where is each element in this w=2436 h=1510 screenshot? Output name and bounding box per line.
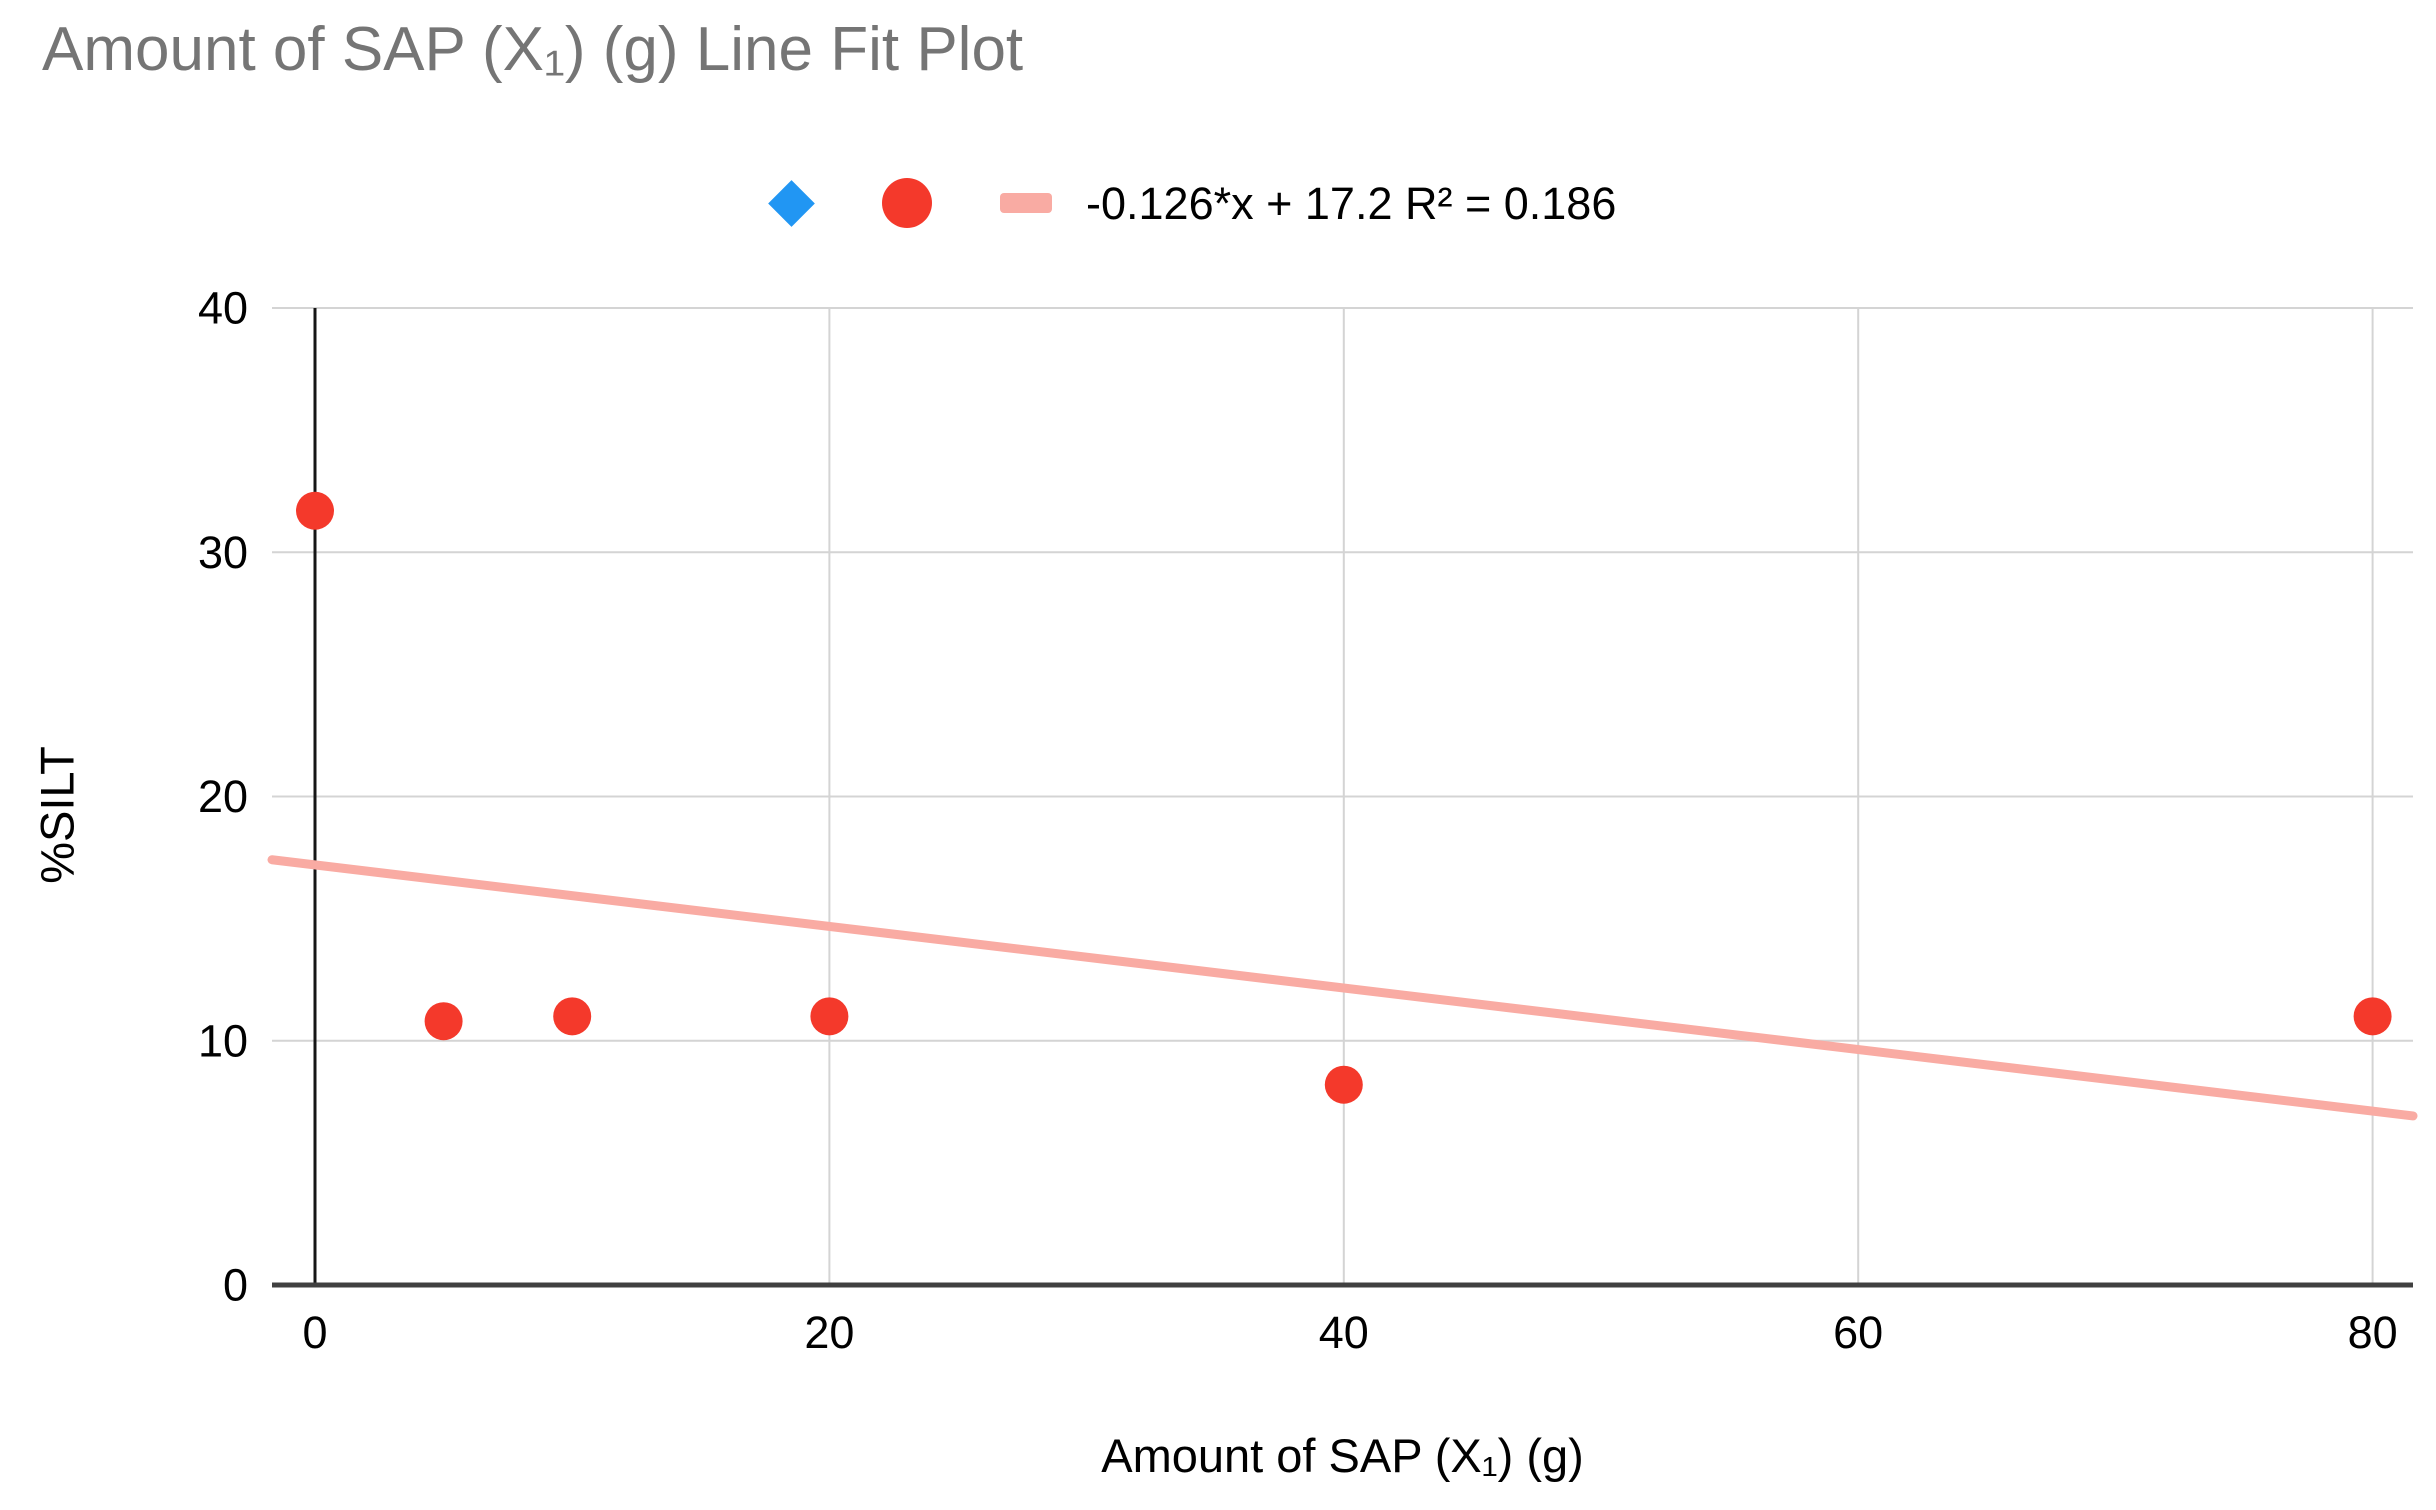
data-point[interactable] [810, 997, 849, 1036]
chart-title: Amount of SAP (X₁) (g) Line Fit Plot [42, 15, 1024, 84]
data-point[interactable] [296, 491, 334, 530]
x-tick-label: 0 [302, 1307, 327, 1358]
x-tick-label: 60 [1833, 1307, 1883, 1358]
y-tick-label: 40 [198, 283, 248, 334]
x-tick-label: 80 [2348, 1307, 2398, 1358]
data-point[interactable] [553, 997, 592, 1036]
legend-trendline-label: -0.126*x + 17.2 R² = 0.186 [1086, 178, 1617, 229]
y-tick-label: 30 [198, 527, 248, 578]
y-tick-label: 20 [198, 771, 248, 822]
data-point[interactable] [2353, 997, 2392, 1036]
data-point[interactable] [424, 1002, 463, 1041]
x-axis-title: Amount of SAP (X₁) (g) [1101, 1429, 1584, 1482]
legend-trendline-icon[interactable] [1000, 193, 1052, 213]
trendline[interactable] [267, 855, 2418, 1121]
data-point[interactable] [1324, 1065, 1363, 1104]
legend-red-circle-icon[interactable] [882, 178, 932, 228]
y-axis-title: %SILT [30, 746, 84, 884]
y-tick-label: 0 [223, 1260, 248, 1311]
y-tick-label: 10 [198, 1015, 248, 1066]
x-tick-label: 20 [804, 1307, 854, 1358]
x-tick-label: 40 [1319, 1307, 1369, 1358]
